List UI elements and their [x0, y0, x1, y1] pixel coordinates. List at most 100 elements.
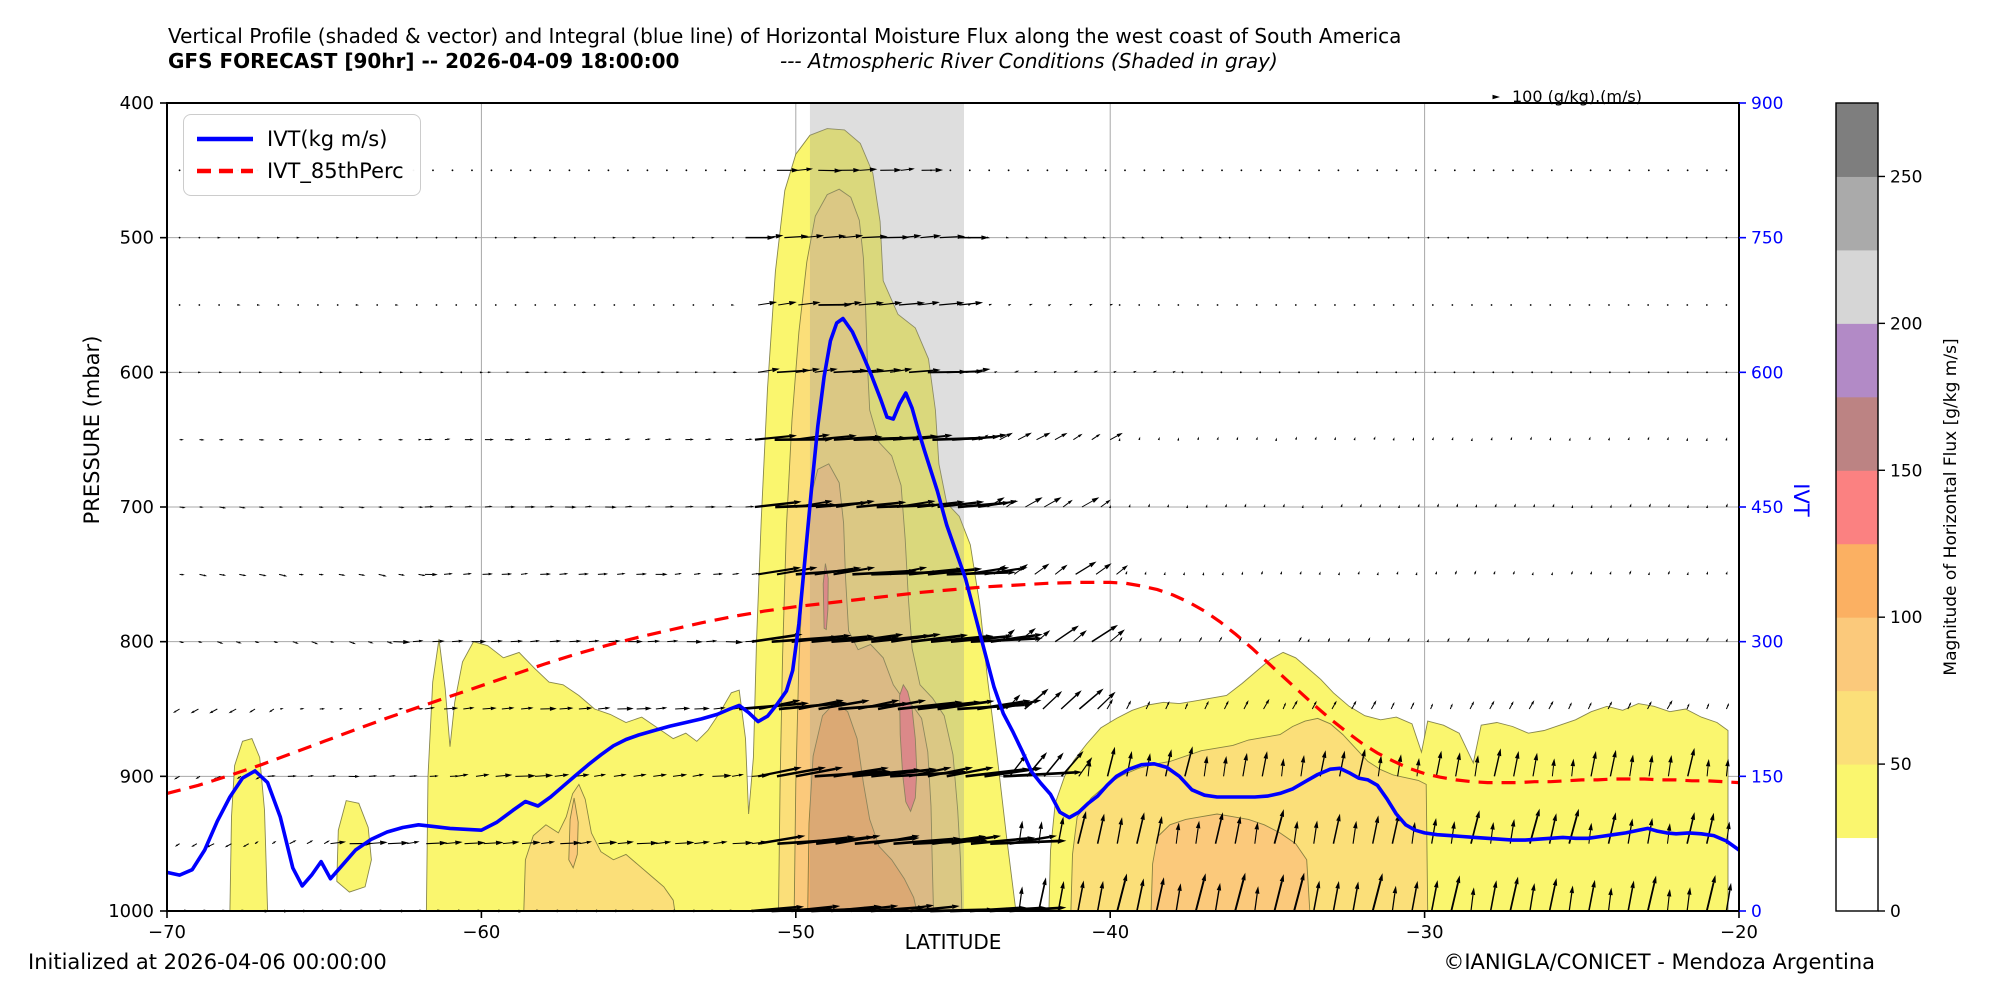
quiver-head — [731, 303, 735, 306]
quiver-head — [1407, 637, 1410, 642]
quiver-shaft — [1223, 703, 1228, 710]
quiver-head — [1243, 752, 1248, 761]
quiver-shaft — [898, 302, 918, 306]
quiver-head — [1412, 437, 1415, 441]
quiver-dot — [1570, 371, 1572, 374]
quiver-dot — [1725, 304, 1728, 306]
quiver-head — [263, 574, 267, 577]
quiver-shaft — [1435, 757, 1441, 777]
quiver-head — [1686, 504, 1689, 508]
quiver-head — [1609, 701, 1613, 706]
quiver-head — [1321, 750, 1327, 759]
quiver-head — [1180, 236, 1184, 239]
quiver-head — [1216, 436, 1219, 441]
quiver-dot — [1414, 371, 1417, 374]
quiver-head — [1140, 812, 1145, 821]
quiver-head — [609, 840, 618, 846]
quiver-shaft — [873, 835, 913, 845]
quiver-head — [220, 438, 225, 441]
quiver-head — [1566, 638, 1569, 642]
quiver-head — [1359, 503, 1362, 507]
quiver-shaft — [655, 707, 663, 710]
quiver-shaft — [1109, 633, 1120, 643]
quiver-head — [1096, 433, 1101, 438]
quiver-head — [298, 371, 303, 374]
quiver-head — [180, 438, 184, 441]
quiver-shaft — [713, 841, 722, 845]
quiver-head — [1254, 821, 1259, 830]
quiver-head — [1411, 701, 1415, 706]
quiver-shaft — [1725, 766, 1728, 777]
quiver-head — [533, 840, 541, 846]
quiver-shaft — [1528, 703, 1533, 710]
quiver-shaft — [965, 567, 1003, 576]
quiver-head — [1048, 304, 1052, 307]
quiver-dot — [930, 169, 932, 172]
quiver-shaft — [675, 842, 688, 845]
quiver-dot — [554, 304, 556, 306]
quiver-dot — [1085, 169, 1088, 172]
quiver-shaft — [971, 434, 1001, 441]
quiver-head — [238, 641, 242, 644]
quiver-head — [181, 573, 185, 576]
chart-subtitle-forecast: GFS FORECAST [90hr] -- 2026-04-09 18:00:… — [168, 49, 680, 73]
quiver-shaft — [951, 835, 994, 845]
quiver-dot — [1706, 169, 1708, 172]
quiver-shaft — [754, 501, 795, 509]
quiver-shaft — [1136, 819, 1144, 844]
quiver-head — [525, 572, 529, 575]
quiver-shaft — [1014, 567, 1023, 575]
quiver-head — [531, 505, 536, 509]
quiver-head — [1188, 746, 1193, 755]
y-right-tick-label: 750 — [1751, 229, 1783, 249]
quiver-head — [676, 371, 680, 374]
quiver-dot — [1568, 304, 1571, 306]
quiver-head — [420, 506, 424, 509]
quiver-dot — [1628, 169, 1631, 172]
quiver-shaft — [1036, 634, 1045, 643]
quiver-head — [711, 505, 716, 509]
quiver-head — [1035, 497, 1043, 503]
contour-level-25 — [336, 800, 372, 893]
quiver-shaft — [1298, 639, 1301, 642]
quiver-head — [200, 506, 204, 509]
quiver-head — [1082, 811, 1087, 819]
quiver-head — [1102, 236, 1107, 239]
quiver-shaft — [1018, 893, 1022, 912]
quiver-shaft — [1725, 890, 1731, 912]
quiver-head — [1333, 700, 1337, 705]
quiver-head — [1122, 873, 1128, 882]
quiver-shaft — [835, 835, 874, 845]
quiver-head — [490, 438, 494, 441]
quiver-head — [1301, 504, 1304, 509]
quiver-shaft — [1116, 824, 1122, 844]
contour-level-50 — [523, 783, 676, 912]
quiver-dot — [475, 304, 477, 306]
quiver-head — [894, 167, 902, 173]
quiver-dot — [376, 304, 379, 306]
quiver-head — [927, 499, 936, 505]
quiver-head — [1088, 561, 1097, 568]
quiver-head — [1510, 701, 1514, 705]
quiver-head — [1006, 432, 1013, 438]
legend-box: IVT(kg m/s) IVT_85thPerc — [183, 114, 421, 196]
quiver-head — [1133, 370, 1137, 374]
quiver-head — [1690, 747, 1695, 756]
quiver-shaft — [254, 842, 257, 845]
quiver-shaft — [1054, 629, 1074, 643]
quiver-shaft — [713, 707, 721, 710]
quiver-head — [1546, 637, 1550, 641]
quiver-shaft — [694, 573, 699, 575]
quiver-shaft — [1116, 568, 1124, 575]
quiver-head — [708, 438, 712, 441]
quiver-head — [507, 572, 513, 576]
quiver-head — [647, 438, 651, 441]
quiver-head — [965, 766, 974, 772]
quiver-head — [1108, 691, 1116, 699]
quiver-dot — [1317, 371, 1320, 374]
quiver-key-label: 100 (g/kg).(m/s) — [1512, 87, 1642, 106]
quiver-head — [1185, 702, 1188, 707]
quiver-head — [1474, 570, 1477, 574]
colorbar-label: Magnitude of Horizontal Flux [g/kg m/s] — [1941, 338, 1961, 676]
quiver-shaft — [292, 641, 296, 644]
